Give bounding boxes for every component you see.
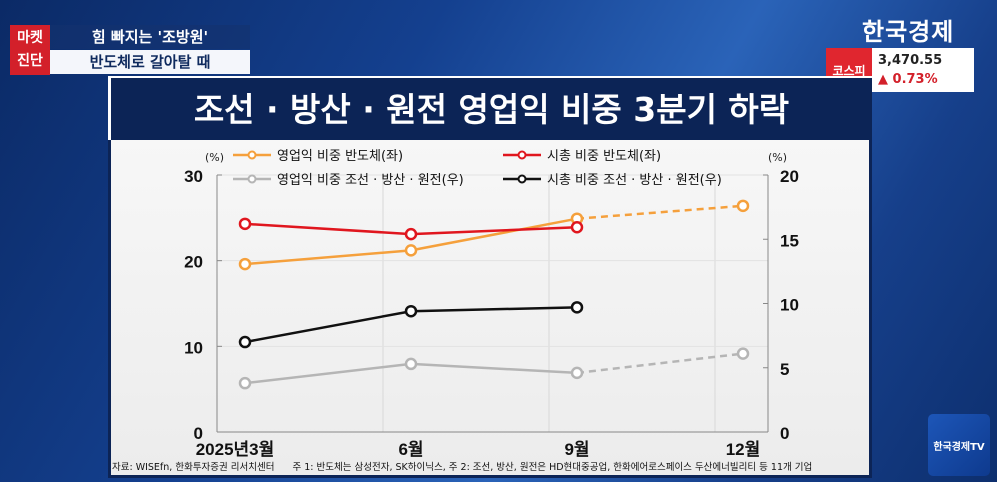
series-1-segment bbox=[410, 226, 578, 236]
line-chart: 0 10 20 30 0 5 10 15 20 (%) (%) 2025년3월 6월 9월 12월 영업익 비… bbox=[184, 149, 799, 459]
series-2-point bbox=[238, 376, 252, 390]
legend-marker bbox=[247, 150, 257, 160]
legend-label: 영업익 비중 반도체(좌) bbox=[277, 149, 403, 164]
series-3-point bbox=[238, 335, 252, 349]
footnote-text: 주 1: 반도체는 삼성전자, SK하이닉스, 주 2: 조선, 방산, 원전은… bbox=[292, 462, 813, 473]
series-2-point bbox=[404, 357, 418, 371]
y-left-unit: (%) bbox=[205, 151, 224, 164]
x-tick-label: 9월 bbox=[564, 440, 589, 459]
series-1-point bbox=[404, 227, 418, 241]
series-1-point bbox=[570, 221, 584, 234]
series-2-segment bbox=[576, 352, 744, 375]
y-right-tick-label: 10 bbox=[780, 296, 799, 315]
y-right-tick-label: 0 bbox=[780, 424, 789, 443]
headline-top: 힘 빠지는 '조방원' bbox=[50, 25, 250, 49]
headline-bottom: 반도체로 갈아탈 때 bbox=[50, 50, 250, 74]
series-0-segment bbox=[576, 204, 744, 220]
series-1-segment bbox=[244, 222, 412, 236]
y-right-tick-label: 15 bbox=[780, 231, 799, 250]
y-right-unit: (%) bbox=[768, 151, 787, 164]
y-left-tick-label: 0 bbox=[194, 424, 203, 443]
tv-logo: 한국경제TV bbox=[928, 414, 990, 476]
x-tick-label: 6월 bbox=[398, 440, 423, 459]
source-note: 자료: WISEfn, 한화투자증권 리서치센터 주 1: 반도체는 삼성전자, … bbox=[112, 459, 830, 473]
x-tick-label: 12월 bbox=[726, 440, 761, 459]
series-1-point bbox=[238, 217, 252, 231]
series-0-point bbox=[404, 244, 418, 257]
x-tick-label: 2025년3월 bbox=[196, 440, 275, 459]
legend-label: 영업익 비중 조선 · 방산 · 원전(우) bbox=[277, 173, 464, 188]
series-3-segment bbox=[244, 309, 412, 344]
y-left-tick-label: 30 bbox=[184, 167, 203, 186]
legend-marker bbox=[517, 174, 527, 184]
tag-line: 진단 bbox=[17, 53, 43, 69]
legend-marker bbox=[247, 174, 257, 184]
series-2-point bbox=[570, 366, 584, 380]
legend-label: 시총 비중 반도체(좌) bbox=[547, 149, 661, 164]
series-2-segment bbox=[244, 362, 412, 385]
legend-label: 시총 비중 조선 · 방산 · 원전(우) bbox=[547, 173, 722, 188]
series-0-segment bbox=[410, 217, 578, 252]
series-3-segment bbox=[410, 306, 578, 313]
series-2-point bbox=[736, 347, 750, 360]
series-3-point bbox=[570, 301, 584, 314]
chart-title: 조선 · 방산 · 원전 영업익 비중 3분기 하락 bbox=[108, 76, 872, 140]
series-0-point bbox=[238, 257, 252, 271]
y-right-tick-label: 20 bbox=[780, 167, 799, 186]
source-text: 자료: WISEfn, 한화투자증권 리서치센터 bbox=[112, 462, 275, 473]
series-2-segment bbox=[410, 362, 578, 375]
y-right-tick-label: 5 bbox=[780, 360, 789, 379]
kospi-change: ▲ 0.73% bbox=[878, 72, 938, 87]
y-left-tick-label: 20 bbox=[184, 253, 203, 272]
series-0-point bbox=[736, 199, 750, 213]
series-3-point bbox=[404, 304, 418, 318]
y-left-tick-label: 10 bbox=[184, 338, 203, 357]
series-0-segment bbox=[244, 249, 412, 266]
tag-line: 마켓 bbox=[17, 30, 43, 46]
kospi-value: 3,470.55 bbox=[878, 53, 943, 68]
legend-marker bbox=[517, 150, 527, 160]
channel-logo: 한국경제 bbox=[862, 18, 955, 46]
